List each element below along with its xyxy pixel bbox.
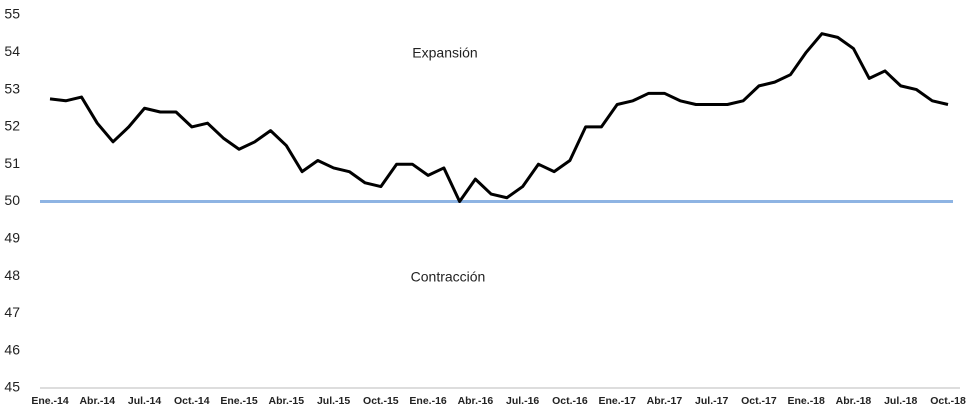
x-tick-label: Oct.-15 bbox=[363, 395, 399, 407]
x-tick-label: Jul.-17 bbox=[695, 395, 728, 407]
x-tick-label: Ene.-16 bbox=[409, 395, 447, 407]
y-tick-label: 53 bbox=[4, 80, 20, 96]
x-tick-label: Abr.-14 bbox=[79, 395, 115, 407]
y-tick-label: 45 bbox=[4, 379, 20, 395]
y-tick-label: 52 bbox=[4, 118, 20, 134]
x-tick-label: Ene.-17 bbox=[598, 395, 636, 407]
x-tick-label: Jul.-18 bbox=[884, 395, 917, 407]
x-tick-label: Ene.-15 bbox=[220, 395, 258, 407]
x-tick-label: Abr.-18 bbox=[836, 395, 872, 407]
y-tick-label: 48 bbox=[4, 267, 20, 283]
x-tick-label: Abr.-17 bbox=[647, 395, 683, 407]
x-tick-label: Abr.-16 bbox=[458, 395, 494, 407]
x-tick-label: Oct.-16 bbox=[552, 395, 588, 407]
y-tick-label: 54 bbox=[4, 43, 20, 59]
x-tick-label: Jul.-14 bbox=[128, 395, 161, 407]
x-tick-label: Ene.-14 bbox=[31, 395, 69, 407]
x-tick-label: Oct.-18 bbox=[930, 395, 966, 407]
x-tick-label: Abr.-15 bbox=[269, 395, 305, 407]
x-tick-label: Oct.-14 bbox=[174, 395, 210, 407]
y-tick-label: 49 bbox=[4, 230, 20, 246]
annotation: Expansión bbox=[412, 45, 477, 61]
x-tick-label: Jul.-15 bbox=[317, 395, 350, 407]
y-tick-label: 50 bbox=[4, 192, 20, 208]
y-tick-label: 46 bbox=[4, 341, 20, 357]
annotation: Contracción bbox=[411, 269, 486, 285]
y-tick-label: 51 bbox=[4, 155, 20, 171]
y-tick-label: 55 bbox=[4, 6, 20, 22]
x-tick-label: Jul.-16 bbox=[506, 395, 539, 407]
x-tick-label: Ene.-18 bbox=[788, 395, 826, 407]
x-tick-label: Oct.-17 bbox=[741, 395, 777, 407]
line-series bbox=[49, 32, 949, 203]
y-tick-label: 47 bbox=[4, 304, 20, 320]
